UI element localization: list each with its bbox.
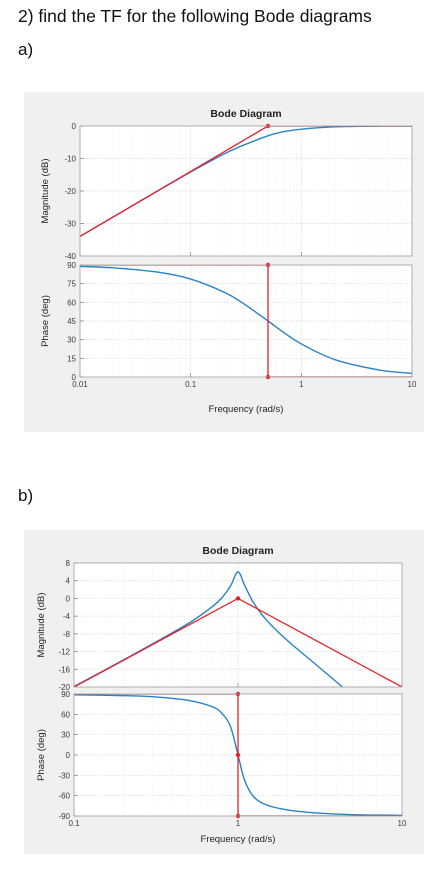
phase-y-tick-label: -90	[58, 812, 70, 821]
phase-y-tick-label: 60	[61, 710, 70, 719]
phase-frame	[73, 693, 403, 817]
magnitude-y-tick-label: -10	[64, 155, 76, 164]
phase-y-axis-label: Phase (deg)	[36, 729, 47, 781]
phase-y-tick-label: 90	[61, 690, 70, 699]
magnitude-y-tick-label: 0	[66, 594, 71, 603]
phase-y-tick-label: 0	[72, 373, 77, 382]
x-axis-label: Frequency (rad/s)	[209, 404, 284, 415]
phase-axes: 90 75 60 45 30 15 0	[67, 261, 413, 382]
magnitude-y-tick-label: 8	[66, 559, 71, 568]
magnitude-y-tick-label: -16	[58, 665, 70, 674]
bode-figure-b: Bode Diagram 8 4 0 -4 -8 -12 -16 -20 Magnitude (d…	[24, 530, 424, 854]
magnitude-y-tick-label: -12	[58, 648, 70, 657]
magnitude-axes: 0 -10 -20 -30 -40	[64, 122, 413, 261]
bode-chart-b: Bode Diagram 8 4 0 -4 -8 -12 -16 -20 Magnitude (d…	[36, 545, 407, 845]
x-tick-label: 1	[236, 819, 241, 828]
phase-frame	[79, 264, 413, 378]
phase-y-tick-label: 75	[67, 280, 76, 289]
x-tick-label: 0.1	[68, 819, 80, 828]
phase-breakpoint-marker	[235, 752, 241, 758]
magnitude-y-tick-label: -20	[58, 683, 70, 692]
phase-y-tick-label: 0	[66, 751, 71, 760]
magnitude-frame	[73, 562, 403, 688]
part-a-label: a)	[18, 40, 34, 59]
phase-asymptote	[80, 265, 412, 377]
phase-response-curve	[80, 265, 412, 375]
chart-title: Bode Diagram	[202, 545, 273, 557]
magnitude-y-tick-label: -20	[64, 187, 76, 196]
magnitude-asymptote	[80, 126, 412, 237]
magnitude-frame	[79, 125, 413, 257]
phase-axes: 90 60 30 0 -30 -60 -90	[58, 690, 403, 821]
question-heading: 2) find the TF for the following Bode di…	[18, 6, 372, 26]
magnitude-y-tick-label: 4	[66, 577, 71, 586]
chart-title: Bode Diagram	[210, 108, 281, 120]
magnitude-y-tick-label: -4	[63, 612, 71, 621]
magnitude-y-axis-label: Magnitude (dB)	[36, 593, 47, 658]
phase-y-tick-label: 30	[61, 731, 70, 740]
phase-y-tick-label: 30	[67, 336, 76, 345]
phase-y-tick-label: 60	[67, 298, 76, 307]
phase-y-axis-label: Phase (deg)	[40, 295, 51, 347]
x-tick-label: 1	[299, 380, 304, 389]
x-axis-label: Frequency (rad/s)	[201, 834, 276, 845]
magnitude-breakpoint-marker	[235, 596, 241, 601]
magnitude-response-curve	[74, 571, 344, 687]
magnitude-axes: 8 4 0 -4 -8 -12 -16 -20	[58, 559, 403, 692]
phase-y-tick-label: 15	[67, 354, 76, 363]
magnitude-y-tick-label: -40	[64, 252, 76, 261]
bode-figure-a: Bode Diagram 0 -10 -20 -30 -40 Magnitude (dB) 9…	[24, 92, 424, 432]
magnitude-y-tick-label: -30	[64, 220, 76, 229]
phase-y-tick-label: 45	[67, 317, 76, 326]
magnitude-y-axis-label: Magnitude (dB)	[40, 159, 51, 224]
part-b-label: b)	[18, 486, 34, 505]
x-tick-label: 0.1	[185, 380, 197, 389]
phase-y-tick-label: -60	[58, 792, 70, 801]
magnitude-y-tick-label: -8	[63, 630, 71, 639]
x-tick-label: 10	[398, 819, 407, 828]
magnitude-y-tick-label: 0	[72, 122, 77, 131]
phase-y-tick-label: 90	[67, 261, 76, 270]
x-tick-label: 0.01	[72, 380, 88, 389]
x-tick-label: 10	[408, 380, 417, 389]
bode-chart-a: Bode Diagram 0 -10 -20 -30 -40 Magnitude (dB) 9…	[40, 108, 417, 415]
phase-y-tick-label: -30	[58, 771, 70, 780]
